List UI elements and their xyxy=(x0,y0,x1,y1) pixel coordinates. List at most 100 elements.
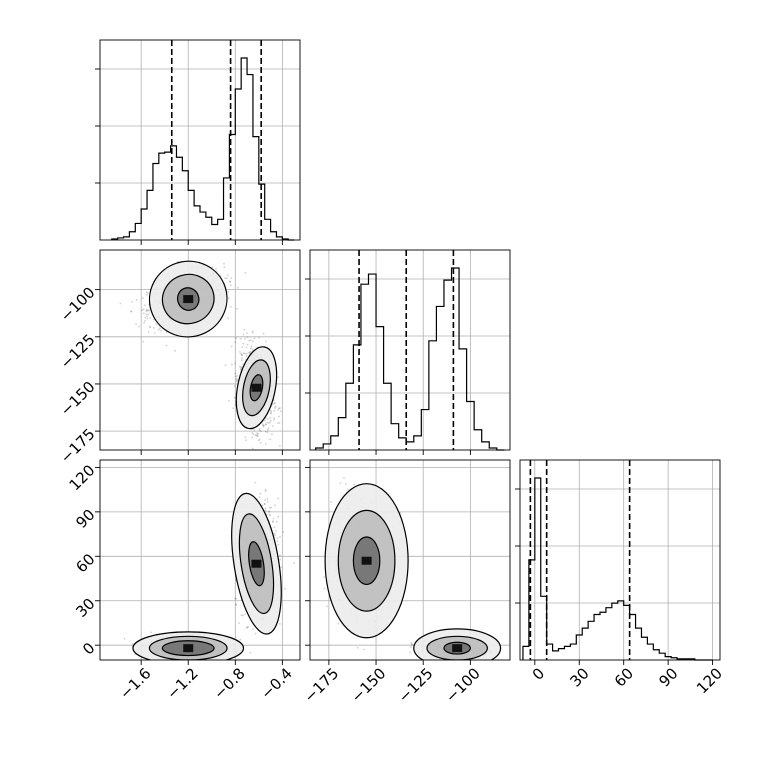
scatter-panel-param2-vs-param3 xyxy=(305,459,511,665)
panel-content xyxy=(323,477,502,660)
sample-point xyxy=(273,402,275,405)
sample-point xyxy=(267,427,270,429)
sample-point xyxy=(147,331,150,333)
sample-point xyxy=(264,499,267,501)
sample-point xyxy=(264,430,267,433)
sample-point xyxy=(235,604,238,607)
sample-point xyxy=(234,341,237,344)
contour-line xyxy=(132,631,245,660)
sample-point xyxy=(160,330,162,332)
sample-point xyxy=(235,337,238,340)
sample-point xyxy=(237,286,240,289)
contour-line xyxy=(235,346,278,430)
sample-point xyxy=(241,346,244,348)
sample-point xyxy=(241,359,243,362)
sample-point xyxy=(143,321,146,324)
sample-point xyxy=(145,308,148,311)
sample-point xyxy=(337,622,340,625)
peak-density-cell xyxy=(183,295,194,304)
sample-point xyxy=(280,410,282,413)
sample-point xyxy=(157,328,160,331)
sample-point xyxy=(235,380,238,383)
sample-point xyxy=(273,418,275,421)
sample-point xyxy=(232,407,235,409)
sample-point xyxy=(240,352,242,355)
sample-point xyxy=(257,432,259,435)
sample-point xyxy=(152,318,155,321)
sample-point xyxy=(264,423,267,426)
sample-point xyxy=(235,379,238,382)
sample-point xyxy=(330,501,332,503)
sample-point xyxy=(251,331,254,334)
sample-point xyxy=(264,490,267,492)
sample-point xyxy=(255,434,258,437)
sample-point xyxy=(149,326,152,329)
sample-point xyxy=(233,385,236,388)
sample-point xyxy=(138,325,141,328)
sample-point xyxy=(270,410,273,413)
sample-point xyxy=(273,409,276,412)
sample-point xyxy=(147,313,150,316)
sample-point xyxy=(269,411,272,414)
sample-point xyxy=(272,521,274,523)
sample-point xyxy=(223,266,226,269)
sample-point xyxy=(276,540,279,542)
contour-line xyxy=(248,541,265,587)
panel-frame xyxy=(519,459,721,661)
contour-line xyxy=(161,640,215,657)
sample-point xyxy=(227,317,230,320)
sample-point xyxy=(239,368,242,371)
sample-point xyxy=(165,344,168,347)
sample-point xyxy=(259,492,262,495)
sample-point xyxy=(246,343,249,346)
sample-point xyxy=(132,643,134,646)
sample-point xyxy=(141,297,144,300)
panel-frame xyxy=(99,249,301,451)
sample-point xyxy=(264,442,267,445)
sample-point xyxy=(149,317,152,319)
sample-point xyxy=(363,648,365,651)
sample-point xyxy=(130,310,133,313)
sample-point xyxy=(234,372,237,375)
sample-point xyxy=(264,423,267,426)
sample-point xyxy=(144,319,146,322)
sample-point xyxy=(253,429,256,432)
sample-point xyxy=(410,643,413,646)
sample-point xyxy=(239,638,242,641)
sample-point xyxy=(266,497,269,500)
sample-point xyxy=(269,421,272,423)
sample-point xyxy=(211,266,214,268)
panel-frame xyxy=(99,459,301,661)
sample-point xyxy=(142,312,145,315)
sample-point xyxy=(235,375,238,378)
sample-point xyxy=(326,605,328,608)
sample-point xyxy=(240,366,242,369)
sample-point xyxy=(263,503,266,505)
sample-point xyxy=(235,603,238,605)
sample-point xyxy=(244,352,247,355)
sample-point xyxy=(277,415,280,418)
histogram-panel-param-2 xyxy=(305,249,511,455)
sample-point xyxy=(247,352,250,354)
sample-point xyxy=(149,326,151,328)
sample-point xyxy=(241,354,243,357)
sample-point xyxy=(293,562,295,564)
sample-point xyxy=(272,425,274,427)
scatter-panel-param1-vs-param2 xyxy=(95,249,301,455)
sample-point xyxy=(259,442,262,444)
sample-point xyxy=(150,631,152,634)
sample-point xyxy=(273,526,276,529)
sample-point xyxy=(353,483,356,486)
histogram-panel-param-3 xyxy=(515,459,721,665)
sample-point xyxy=(262,425,265,428)
peak-density-cell xyxy=(251,383,262,392)
sample-point xyxy=(226,274,229,277)
sample-point xyxy=(230,363,233,366)
sample-point xyxy=(261,504,264,507)
sample-point xyxy=(229,280,231,283)
panel-content xyxy=(123,481,295,660)
sample-point xyxy=(270,412,273,415)
sample-point xyxy=(252,340,255,343)
sample-point xyxy=(273,532,276,535)
sample-point xyxy=(261,423,264,425)
